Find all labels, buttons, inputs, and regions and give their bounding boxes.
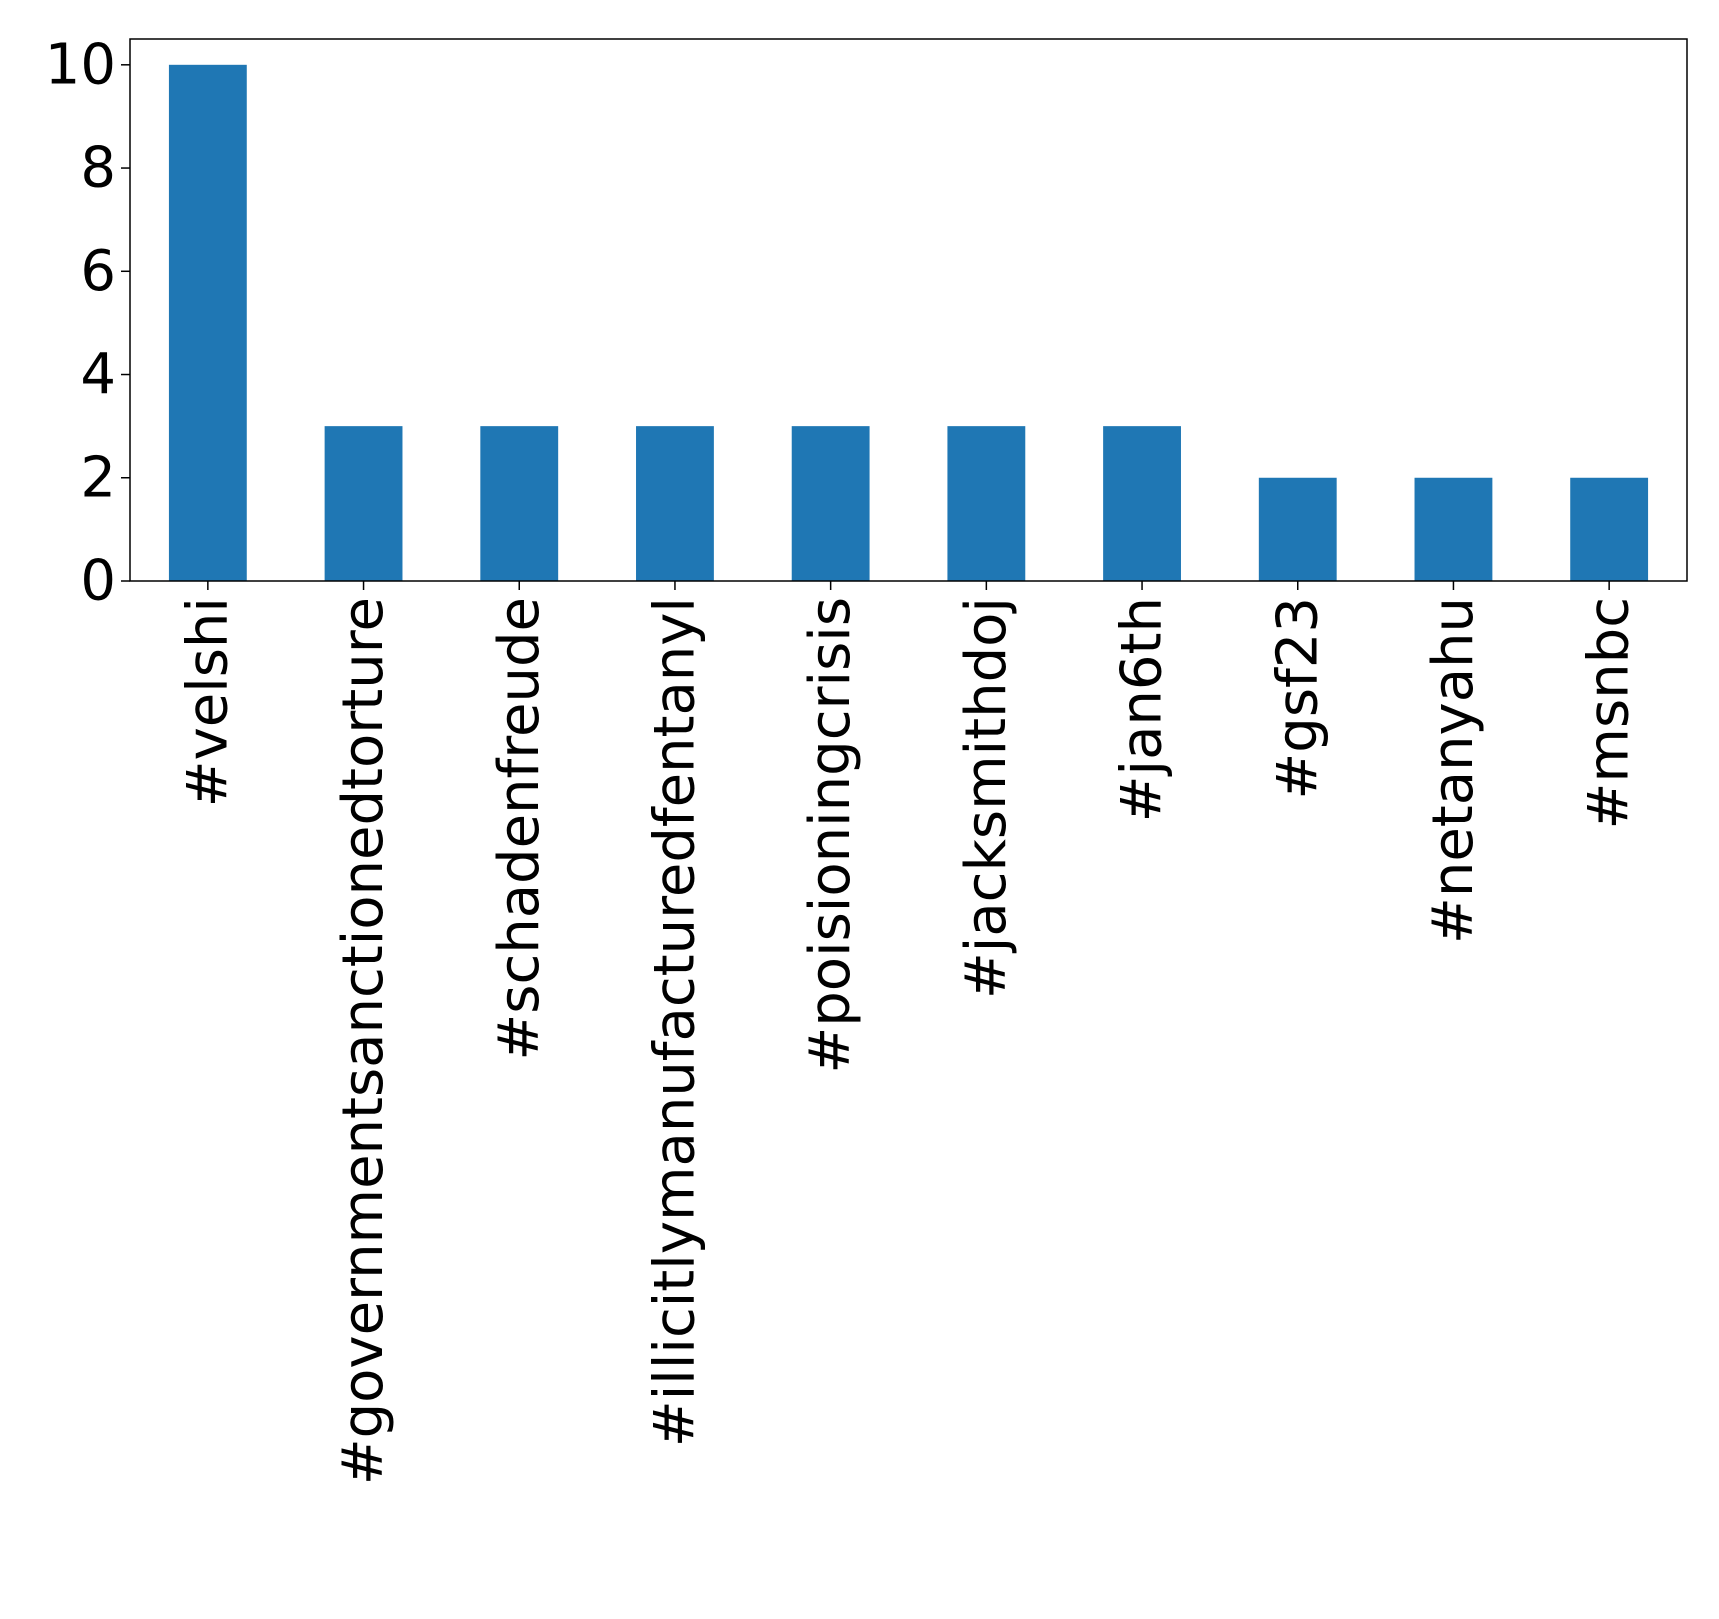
x-tick-label: #poisioningcrisis	[798, 597, 863, 1074]
x-tick-label: #jan6th	[1110, 597, 1175, 822]
x-tick-label: #velshi	[175, 597, 240, 807]
bar-illicitlymanufacturedfentanyl	[636, 426, 714, 581]
bar-msnbc	[1570, 477, 1649, 581]
bar-schadenfreude	[480, 426, 559, 581]
bar-velshi	[168, 64, 247, 582]
y-tick-label: 8	[80, 136, 116, 201]
y-tick-label: 6	[80, 239, 116, 304]
plot-frame	[129, 38, 1688, 582]
x-tick-label: #gsf23	[1265, 597, 1330, 800]
y-tick-label: 0	[80, 549, 116, 614]
x-axis: #velshi #governmentsanctionedtorture #scha…	[175, 581, 1642, 1485]
bar-netanyahu	[1414, 477, 1493, 581]
y-tick-label: 2	[80, 445, 116, 510]
bar-jan6th	[1103, 426, 1181, 581]
bar-gsf23	[1258, 477, 1337, 581]
y-tick-label: 4	[80, 342, 116, 407]
x-tick-label: #netanyahu	[1421, 597, 1486, 944]
bar-poisioningcrisis	[791, 426, 870, 581]
x-tick-label: #illicitlymanufacturedfentanyl	[642, 597, 707, 1447]
bar-jacksmithdoj	[947, 426, 1026, 581]
x-tick-label: #governmentsanctionedtorture	[331, 597, 396, 1485]
y-axis: 0 2 4 6 8 10	[45, 32, 130, 614]
x-tick-label: #jacksmithdoj	[954, 597, 1019, 999]
y-tick-label: 10	[45, 32, 116, 97]
x-tick-label: #schadenfreude	[487, 597, 552, 1061]
bars-group	[168, 64, 1649, 582]
bar-governmentsanctionedtorture	[324, 426, 403, 581]
x-tick-label: #msnbc	[1577, 597, 1642, 829]
